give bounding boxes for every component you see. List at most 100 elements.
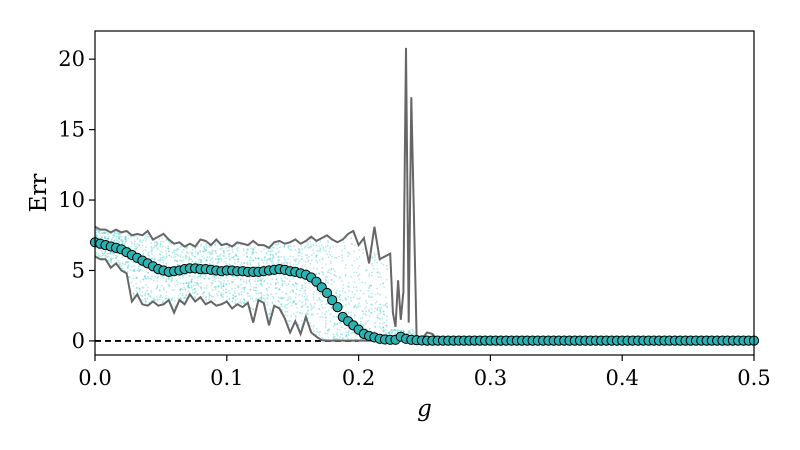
x-tick-label: 0.2 bbox=[342, 366, 375, 390]
sample-point bbox=[145, 277, 147, 280]
sample-point bbox=[370, 312, 373, 315]
sample-point bbox=[231, 256, 233, 259]
sample-point bbox=[141, 286, 144, 289]
sample-point bbox=[275, 275, 278, 277]
sample-point bbox=[222, 254, 225, 257]
sample-point bbox=[138, 270, 141, 273]
sample-point bbox=[367, 289, 370, 292]
sample-point bbox=[188, 252, 190, 255]
sample-point bbox=[296, 306, 298, 309]
sample-point bbox=[271, 260, 274, 262]
sample-point bbox=[110, 238, 113, 241]
sample-point bbox=[211, 295, 213, 297]
sample-point bbox=[106, 255, 109, 258]
sample-point bbox=[234, 295, 237, 297]
sample-point bbox=[103, 236, 106, 239]
sample-point bbox=[212, 250, 215, 253]
sample-point bbox=[199, 275, 202, 277]
sample-point bbox=[386, 306, 389, 309]
sample-point bbox=[368, 328, 371, 331]
sample-point bbox=[392, 329, 394, 332]
sample-point bbox=[135, 282, 137, 285]
sample-point bbox=[374, 302, 377, 304]
sample-point bbox=[300, 255, 303, 258]
sample-point bbox=[242, 302, 245, 304]
sample-point bbox=[174, 253, 176, 256]
sample-point bbox=[197, 259, 200, 262]
sample-point bbox=[338, 275, 341, 278]
sample-point bbox=[383, 286, 385, 288]
sample-point bbox=[332, 246, 334, 249]
sample-point bbox=[121, 242, 124, 245]
sample-point bbox=[341, 280, 343, 282]
sample-point bbox=[243, 299, 246, 302]
sample-point bbox=[165, 297, 168, 300]
sample-point bbox=[229, 259, 231, 261]
sample-point bbox=[269, 253, 272, 256]
sample-point bbox=[182, 256, 184, 259]
sample-point bbox=[334, 256, 336, 259]
sample-point bbox=[408, 331, 411, 334]
sample-point bbox=[202, 291, 205, 294]
sample-point bbox=[208, 291, 211, 294]
sample-point bbox=[132, 292, 135, 295]
sample-point bbox=[271, 302, 274, 305]
sample-point bbox=[274, 286, 277, 289]
sample-point bbox=[181, 251, 184, 254]
sample-point bbox=[352, 331, 355, 334]
sample-point bbox=[173, 288, 176, 291]
sample-point bbox=[344, 275, 347, 277]
sample-point bbox=[196, 282, 198, 285]
sample-point bbox=[379, 307, 381, 310]
sample-point bbox=[263, 248, 265, 251]
sample-point bbox=[387, 331, 390, 334]
sample-point bbox=[278, 242, 280, 245]
sample-point bbox=[190, 281, 193, 283]
sample-point bbox=[274, 283, 277, 286]
sample-point bbox=[146, 235, 149, 238]
sample-point bbox=[225, 247, 228, 249]
sample-point bbox=[292, 277, 294, 280]
sample-point bbox=[357, 305, 359, 308]
sample-point bbox=[179, 289, 182, 291]
upper-envelope-line bbox=[94, 47, 754, 342]
sample-point bbox=[141, 270, 144, 272]
sample-point bbox=[301, 312, 304, 315]
sample-point bbox=[219, 282, 222, 285]
sample-point bbox=[260, 296, 263, 299]
sample-point bbox=[345, 331, 347, 334]
sample-point bbox=[332, 336, 335, 338]
sample-point bbox=[162, 287, 165, 290]
sample-point bbox=[384, 331, 387, 334]
sample-point bbox=[371, 256, 374, 258]
sample-point bbox=[176, 259, 179, 262]
sample-point bbox=[150, 251, 153, 254]
sample-point bbox=[125, 240, 128, 243]
sample-point bbox=[220, 284, 223, 286]
sample-point bbox=[104, 236, 106, 239]
sample-point bbox=[318, 245, 321, 247]
sample-point bbox=[368, 285, 371, 288]
sample-point bbox=[274, 282, 277, 285]
sample-point bbox=[304, 283, 306, 285]
sample-point bbox=[161, 256, 164, 258]
sample-point bbox=[411, 328, 414, 331]
sample-point bbox=[233, 258, 236, 261]
sample-point bbox=[324, 316, 327, 319]
sample-point bbox=[137, 265, 140, 268]
sample-point bbox=[225, 262, 228, 265]
sample-point bbox=[287, 283, 290, 286]
sample-point bbox=[259, 283, 262, 286]
sample-point bbox=[338, 296, 341, 298]
sample-point bbox=[205, 243, 207, 246]
sample-point bbox=[373, 252, 376, 255]
sample-point bbox=[165, 252, 168, 255]
sample-point bbox=[236, 298, 239, 300]
sample-point bbox=[286, 261, 289, 264]
sample-point bbox=[190, 286, 193, 289]
sample-point bbox=[95, 234, 98, 237]
sample-point bbox=[107, 259, 110, 262]
sample-point bbox=[300, 245, 303, 247]
sample-point bbox=[335, 291, 338, 294]
